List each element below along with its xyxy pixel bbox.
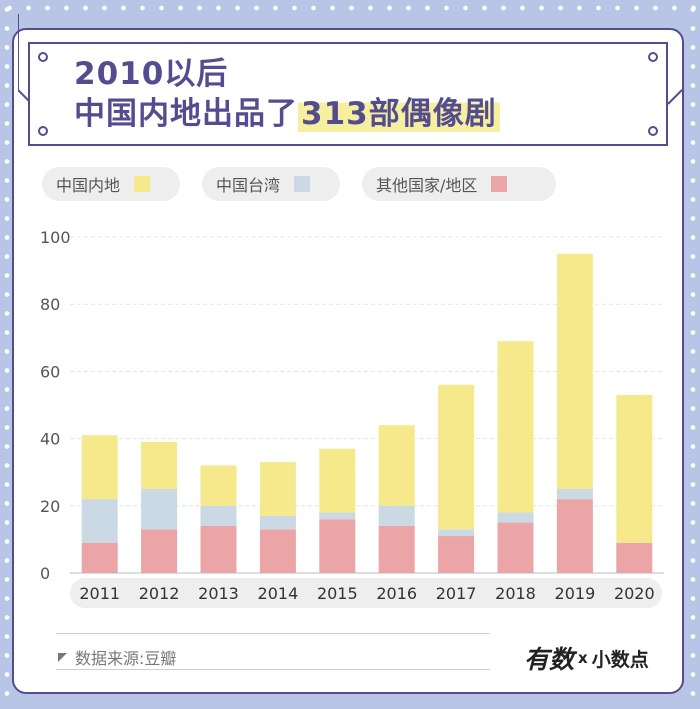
- legend-item-other: 其他国家/地区: [362, 167, 556, 201]
- bar-segment: [378, 505, 415, 526]
- bar-segment: [319, 448, 356, 513]
- x-tick-label: 2017: [436, 584, 477, 603]
- bar-segment: [556, 499, 593, 573]
- x-tick-label: 2018: [495, 584, 536, 603]
- bar-segment: [497, 341, 534, 513]
- bar-segment: [378, 525, 415, 573]
- bar-segment: [556, 253, 593, 489]
- legend-item-mainland: 中国内地: [42, 167, 180, 201]
- rivet-icon: [648, 126, 658, 136]
- y-tick-label: 80: [40, 295, 60, 314]
- bar-segment: [200, 465, 237, 506]
- footer-divider-top: [56, 633, 490, 634]
- legend-item-taiwan: 中国台湾: [202, 167, 340, 201]
- bar-segment: [438, 536, 475, 573]
- legend-swatch: [294, 176, 311, 192]
- x-tick-label: 2019: [555, 584, 596, 603]
- bar-segment: [200, 505, 237, 526]
- bar-segment: [438, 384, 475, 530]
- bar-segment: [200, 525, 237, 573]
- x-tick-label: 2020: [614, 584, 655, 603]
- logo-x-text: x: [578, 649, 588, 667]
- chart-title-prefix: 中国内地出品了: [74, 96, 298, 132]
- legend-swatch: [491, 176, 508, 192]
- bar-segment: [378, 425, 415, 506]
- bar-segment: [497, 512, 534, 523]
- bar-segment: [497, 522, 534, 573]
- bar-segment: [319, 512, 356, 520]
- bar-segment: [556, 489, 593, 500]
- rivet-icon: [648, 52, 658, 62]
- triangle-icon: [58, 652, 67, 662]
- footer-divider-bottom: [56, 669, 490, 670]
- legend-swatch: [134, 176, 151, 192]
- bar-segment: [616, 542, 653, 573]
- bar-segment: [81, 435, 118, 500]
- bar-segment: [141, 529, 178, 573]
- y-tick-label: 60: [40, 362, 60, 381]
- chart-title-line2: 中国内地出品了313部偶像剧: [74, 94, 500, 134]
- dot-border-left: [0, 0, 14, 709]
- x-tick-label: 2012: [139, 584, 180, 603]
- brand-logo: 有数 x 小数点: [524, 640, 649, 676]
- x-tick-label: 2013: [198, 584, 239, 603]
- bar-segment: [616, 394, 653, 543]
- logo-main-text: 有数: [524, 645, 575, 674]
- x-tick-label: 2016: [376, 584, 417, 603]
- rivet-icon: [38, 52, 48, 62]
- bar-segment: [141, 441, 178, 489]
- x-tick-label: 2015: [317, 584, 358, 603]
- bar-segment: [259, 529, 296, 573]
- y-tick-label: 20: [40, 497, 60, 516]
- bar-segment: [81, 542, 118, 573]
- x-axis-band: [70, 578, 662, 608]
- x-tick-label: 2014: [258, 584, 299, 603]
- logo-sub-text: 小数点: [591, 648, 649, 671]
- legend-label: 中国内地: [56, 176, 121, 195]
- bar-segment: [259, 515, 296, 530]
- y-tick-label: 0: [40, 564, 50, 583]
- y-tick-label: 100: [40, 228, 71, 247]
- data-source-text: 数据来源:豆瓣: [75, 649, 177, 668]
- data-source: 数据来源:豆瓣: [58, 645, 176, 669]
- y-tick-label: 40: [40, 430, 60, 449]
- chart-title-highlight: 313部偶像剧: [298, 96, 500, 132]
- legend-label: 其他国家/地区: [376, 176, 478, 195]
- rivet-icon: [38, 126, 48, 136]
- bar-segment: [141, 489, 178, 530]
- legend-label: 中国台湾: [216, 176, 281, 195]
- x-tick-label: 2011: [79, 584, 120, 603]
- chart-title-line1: 2010以后: [74, 56, 229, 92]
- bar-segment: [81, 499, 118, 543]
- dot-border-right: [686, 0, 700, 709]
- bar-segment: [438, 529, 475, 537]
- bar-segment: [319, 519, 356, 573]
- bar-segment: [259, 462, 296, 516]
- dot-border-top: [0, 0, 700, 16]
- title-banner: 2010以后 中国内地出品了313部偶像剧: [28, 42, 668, 146]
